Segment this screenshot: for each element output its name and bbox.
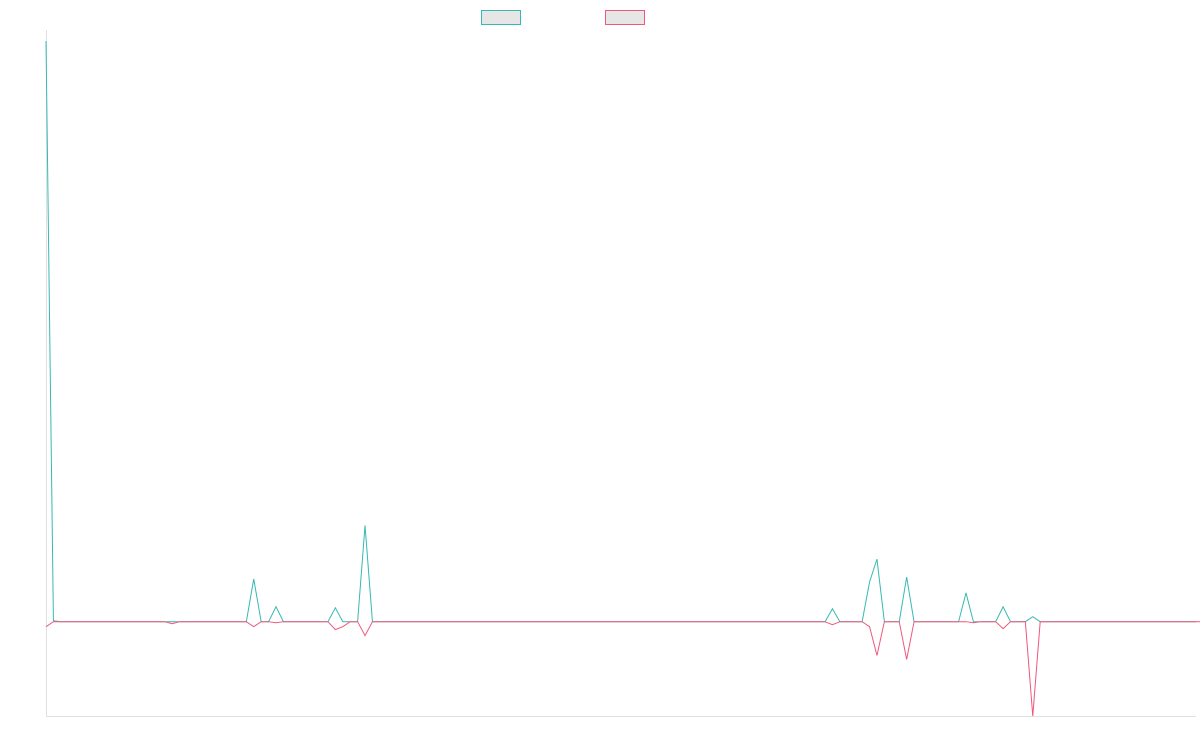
series-line-2 <box>45 621 1200 717</box>
legend-swatch-series-1[interactable] <box>481 10 521 25</box>
series-layer <box>45 40 1200 717</box>
legend-swatch-series-2[interactable] <box>605 10 645 25</box>
series-line-1 <box>45 40 1196 623</box>
